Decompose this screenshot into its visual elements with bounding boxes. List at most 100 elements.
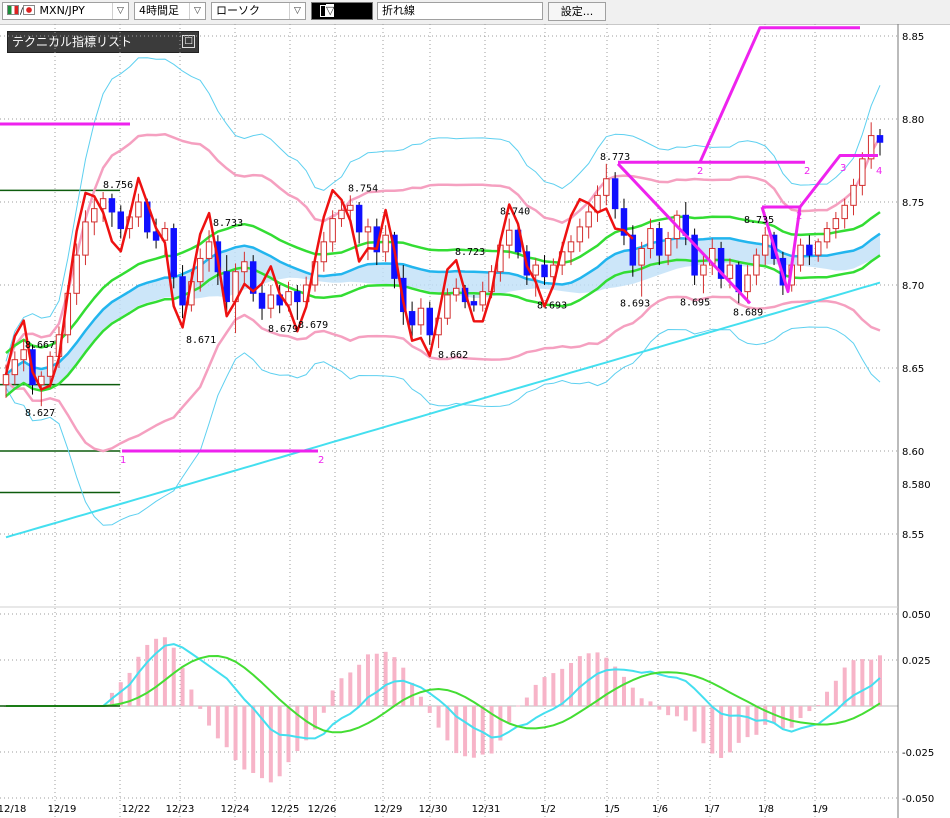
histogram-bar (471, 706, 476, 758)
candle-body (329, 218, 336, 243)
histogram-bar (277, 706, 282, 777)
price-tick-label: 8.65 (902, 364, 924, 375)
histogram-bar (692, 706, 697, 732)
oscillator-tick-label: 0.025 (902, 656, 931, 667)
oscillator-tick-label: -0.050 (902, 794, 934, 805)
price-label: 8.733 (213, 218, 243, 229)
oscillator-tick-label: -0.025 (902, 748, 934, 759)
histogram-bar (224, 706, 229, 748)
price-label: 8.773 (600, 152, 630, 163)
histogram-bar (604, 657, 609, 706)
histogram-bar (136, 656, 141, 706)
histogram-bar (639, 698, 644, 706)
histogram-bar (851, 660, 856, 706)
timeframe-select[interactable]: 4時間足 ▽ (134, 2, 206, 20)
histogram-bar (789, 706, 794, 728)
histogram-bar (701, 706, 706, 744)
histogram-bar (295, 706, 300, 752)
candle-body (417, 307, 425, 326)
candle-body (320, 241, 328, 263)
histogram-bar (657, 706, 662, 710)
histogram-bar (330, 690, 335, 706)
histogram-bar (869, 659, 874, 706)
date-tick-label: 1/5 (604, 804, 620, 815)
histogram-bar (560, 668, 565, 706)
histogram-bar (207, 706, 212, 726)
date-tick-label: 12/26 (308, 804, 337, 815)
cyan-moving-average (5, 232, 881, 376)
price-tick-label: 8.75 (902, 198, 924, 209)
price-label: 8.754 (348, 183, 378, 194)
mexico-flag-icon (7, 5, 19, 15)
candle-body (364, 226, 372, 233)
candle-body (267, 294, 275, 309)
date-tick-label: 1/6 (652, 804, 668, 815)
candle-body (726, 264, 734, 279)
histogram-bar (127, 672, 132, 706)
histogram-bar (489, 706, 494, 754)
histogram-bar (118, 682, 123, 706)
histogram-bar (516, 705, 521, 707)
fib-point-label: 1 (120, 455, 126, 466)
price-tick-label: 8.60 (902, 447, 924, 458)
candle-body (859, 158, 866, 186)
histogram-bar (745, 706, 750, 738)
candle-body (444, 294, 451, 319)
date-axis: 12/18 12/19 12/22 12/23 12/24 12/25 12/26 12/29… (0, 804, 828, 815)
candle-body (294, 291, 301, 303)
histogram-bar (807, 706, 812, 712)
candle-body (823, 228, 831, 243)
candle-body (806, 244, 813, 256)
fib-line (616, 162, 752, 305)
candle-body (567, 241, 575, 253)
magenta-trend-lines: 1 2 2 2 2 3 4 (0, 26, 882, 466)
histogram-bar (825, 691, 830, 706)
candle-body (647, 228, 654, 249)
candle-body (585, 211, 592, 228)
candle-body (2, 374, 10, 386)
fib-point-label: 2 (697, 166, 703, 177)
histogram-bar (613, 666, 618, 706)
histogram-bar (533, 684, 538, 706)
histogram-bar (383, 651, 388, 706)
candle-body (470, 301, 478, 306)
date-tick-label: 12/24 (221, 804, 250, 815)
candle-body (20, 349, 27, 361)
color-picker-button[interactable]: ▽ (311, 2, 373, 20)
candle-body (223, 271, 230, 303)
candle-body (814, 241, 822, 256)
histogram-bar (198, 706, 203, 709)
chevron-down-icon: ▽ (189, 3, 205, 19)
line-type-select[interactable]: 折れ線 (377, 2, 543, 20)
candle-body (620, 208, 628, 236)
candle-body (179, 276, 186, 306)
candle-body (46, 355, 54, 377)
settings-button[interactable]: 設定... (548, 2, 606, 21)
histogram-bar (251, 706, 256, 773)
histogram-bar (154, 638, 159, 706)
histogram-bar (816, 705, 821, 707)
price-labels: 8.756 8.754 8.773 8.733 8.740 8.723 8.735 8.667… (25, 152, 774, 419)
candle-body (541, 264, 548, 278)
candle-body (91, 208, 98, 223)
histogram-bar (180, 667, 185, 706)
histogram-bar (357, 664, 362, 706)
histogram-bar (674, 706, 679, 717)
histogram-bar (542, 677, 547, 706)
candle-body (656, 228, 663, 256)
candle-body (347, 204, 354, 211)
candle-body (117, 211, 125, 230)
chart-canvas[interactable]: 1 22 223 4 8.756 8.7548.7738.7338.7408.7238.… (0, 24, 950, 818)
chart-style-select[interactable]: ローソク ▽ (211, 2, 306, 20)
histogram-bar (454, 706, 459, 754)
green-upper-line (5, 211, 881, 355)
histogram-bar (498, 706, 503, 741)
histogram-bar (551, 673, 556, 706)
fib-point-label: 2 (804, 166, 810, 177)
date-tick-label: 1/2 (540, 804, 556, 815)
price-label: 8.627 (25, 408, 55, 419)
candle-body (408, 311, 416, 326)
candle-body (73, 254, 80, 294)
symbol-select[interactable]: / MXN/JPY ▽ (2, 2, 129, 20)
candle-body (241, 261, 248, 273)
